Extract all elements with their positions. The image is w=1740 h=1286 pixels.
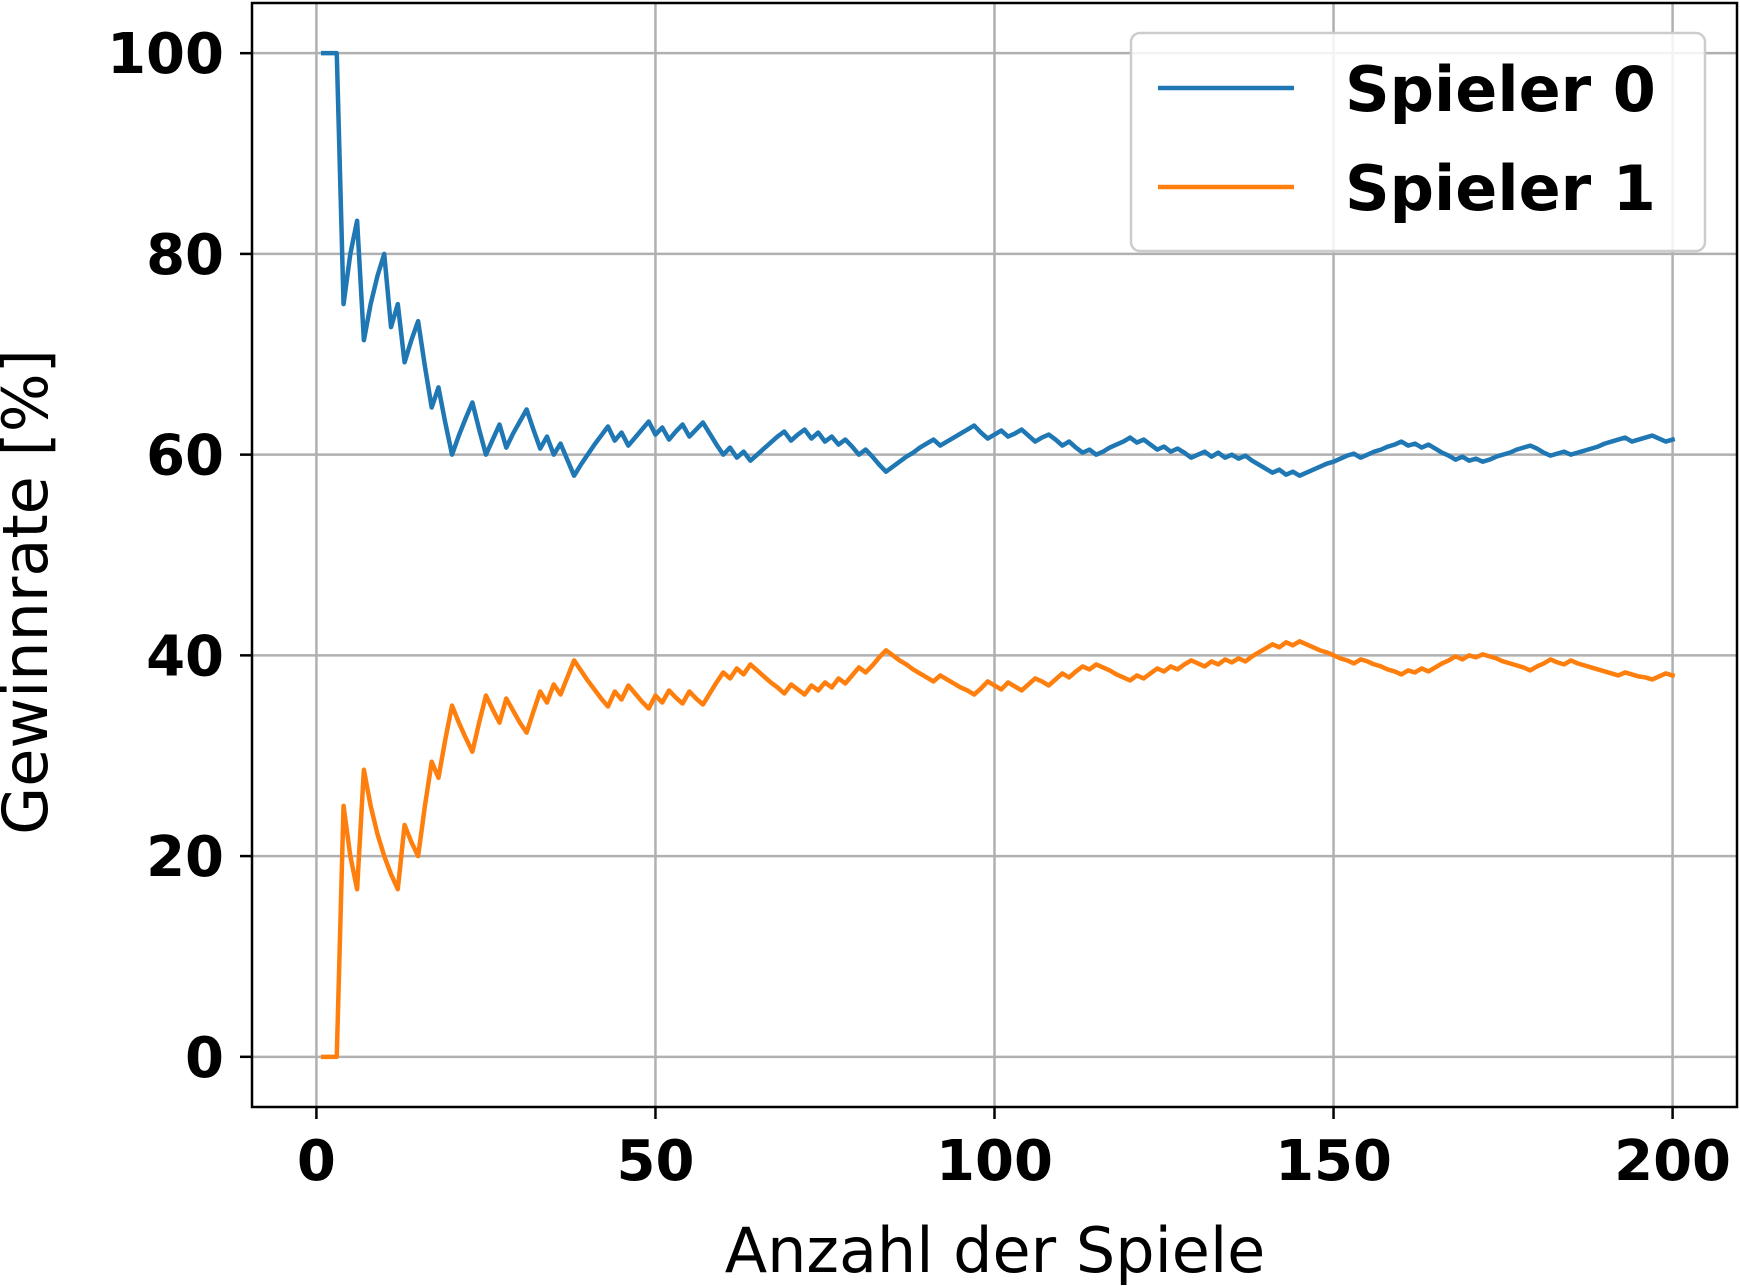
legend-label-spieler-0: Spieler 0 bbox=[1345, 53, 1656, 126]
series-lines bbox=[320, 50, 1676, 1060]
y-tick-label: 0 bbox=[185, 1026, 224, 1091]
y-tick-label: 80 bbox=[146, 223, 224, 288]
series-line-spieler-0 bbox=[320, 50, 1676, 478]
y-tick-label: 20 bbox=[146, 825, 224, 890]
x-tick-label: 50 bbox=[616, 1129, 694, 1194]
x-axis-label: Anzahl der Spiele bbox=[725, 1214, 1266, 1286]
legend-label-spieler-1: Spieler 1 bbox=[1345, 152, 1656, 225]
legend: Spieler 0 Spieler 1 bbox=[1129, 31, 1707, 253]
x-axis-tick-labels: 0 50 100 150 200 bbox=[297, 1129, 1731, 1194]
x-tick-label: 0 bbox=[297, 1129, 336, 1194]
y-tick-label: 40 bbox=[146, 624, 224, 689]
x-tick-label: 100 bbox=[936, 1129, 1053, 1194]
y-axis-tick-labels: 0 20 40 60 80 100 bbox=[107, 22, 224, 1091]
series-line-spieler-1 bbox=[320, 639, 1676, 1060]
y-axis-label: Gewinnrate [%] bbox=[0, 349, 62, 835]
axis-ticks bbox=[240, 51, 1674, 1119]
x-tick-label: 150 bbox=[1275, 1129, 1392, 1194]
x-tick-label: 200 bbox=[1614, 1129, 1731, 1194]
y-tick-label: 100 bbox=[107, 22, 224, 87]
y-tick-label: 60 bbox=[146, 424, 224, 489]
